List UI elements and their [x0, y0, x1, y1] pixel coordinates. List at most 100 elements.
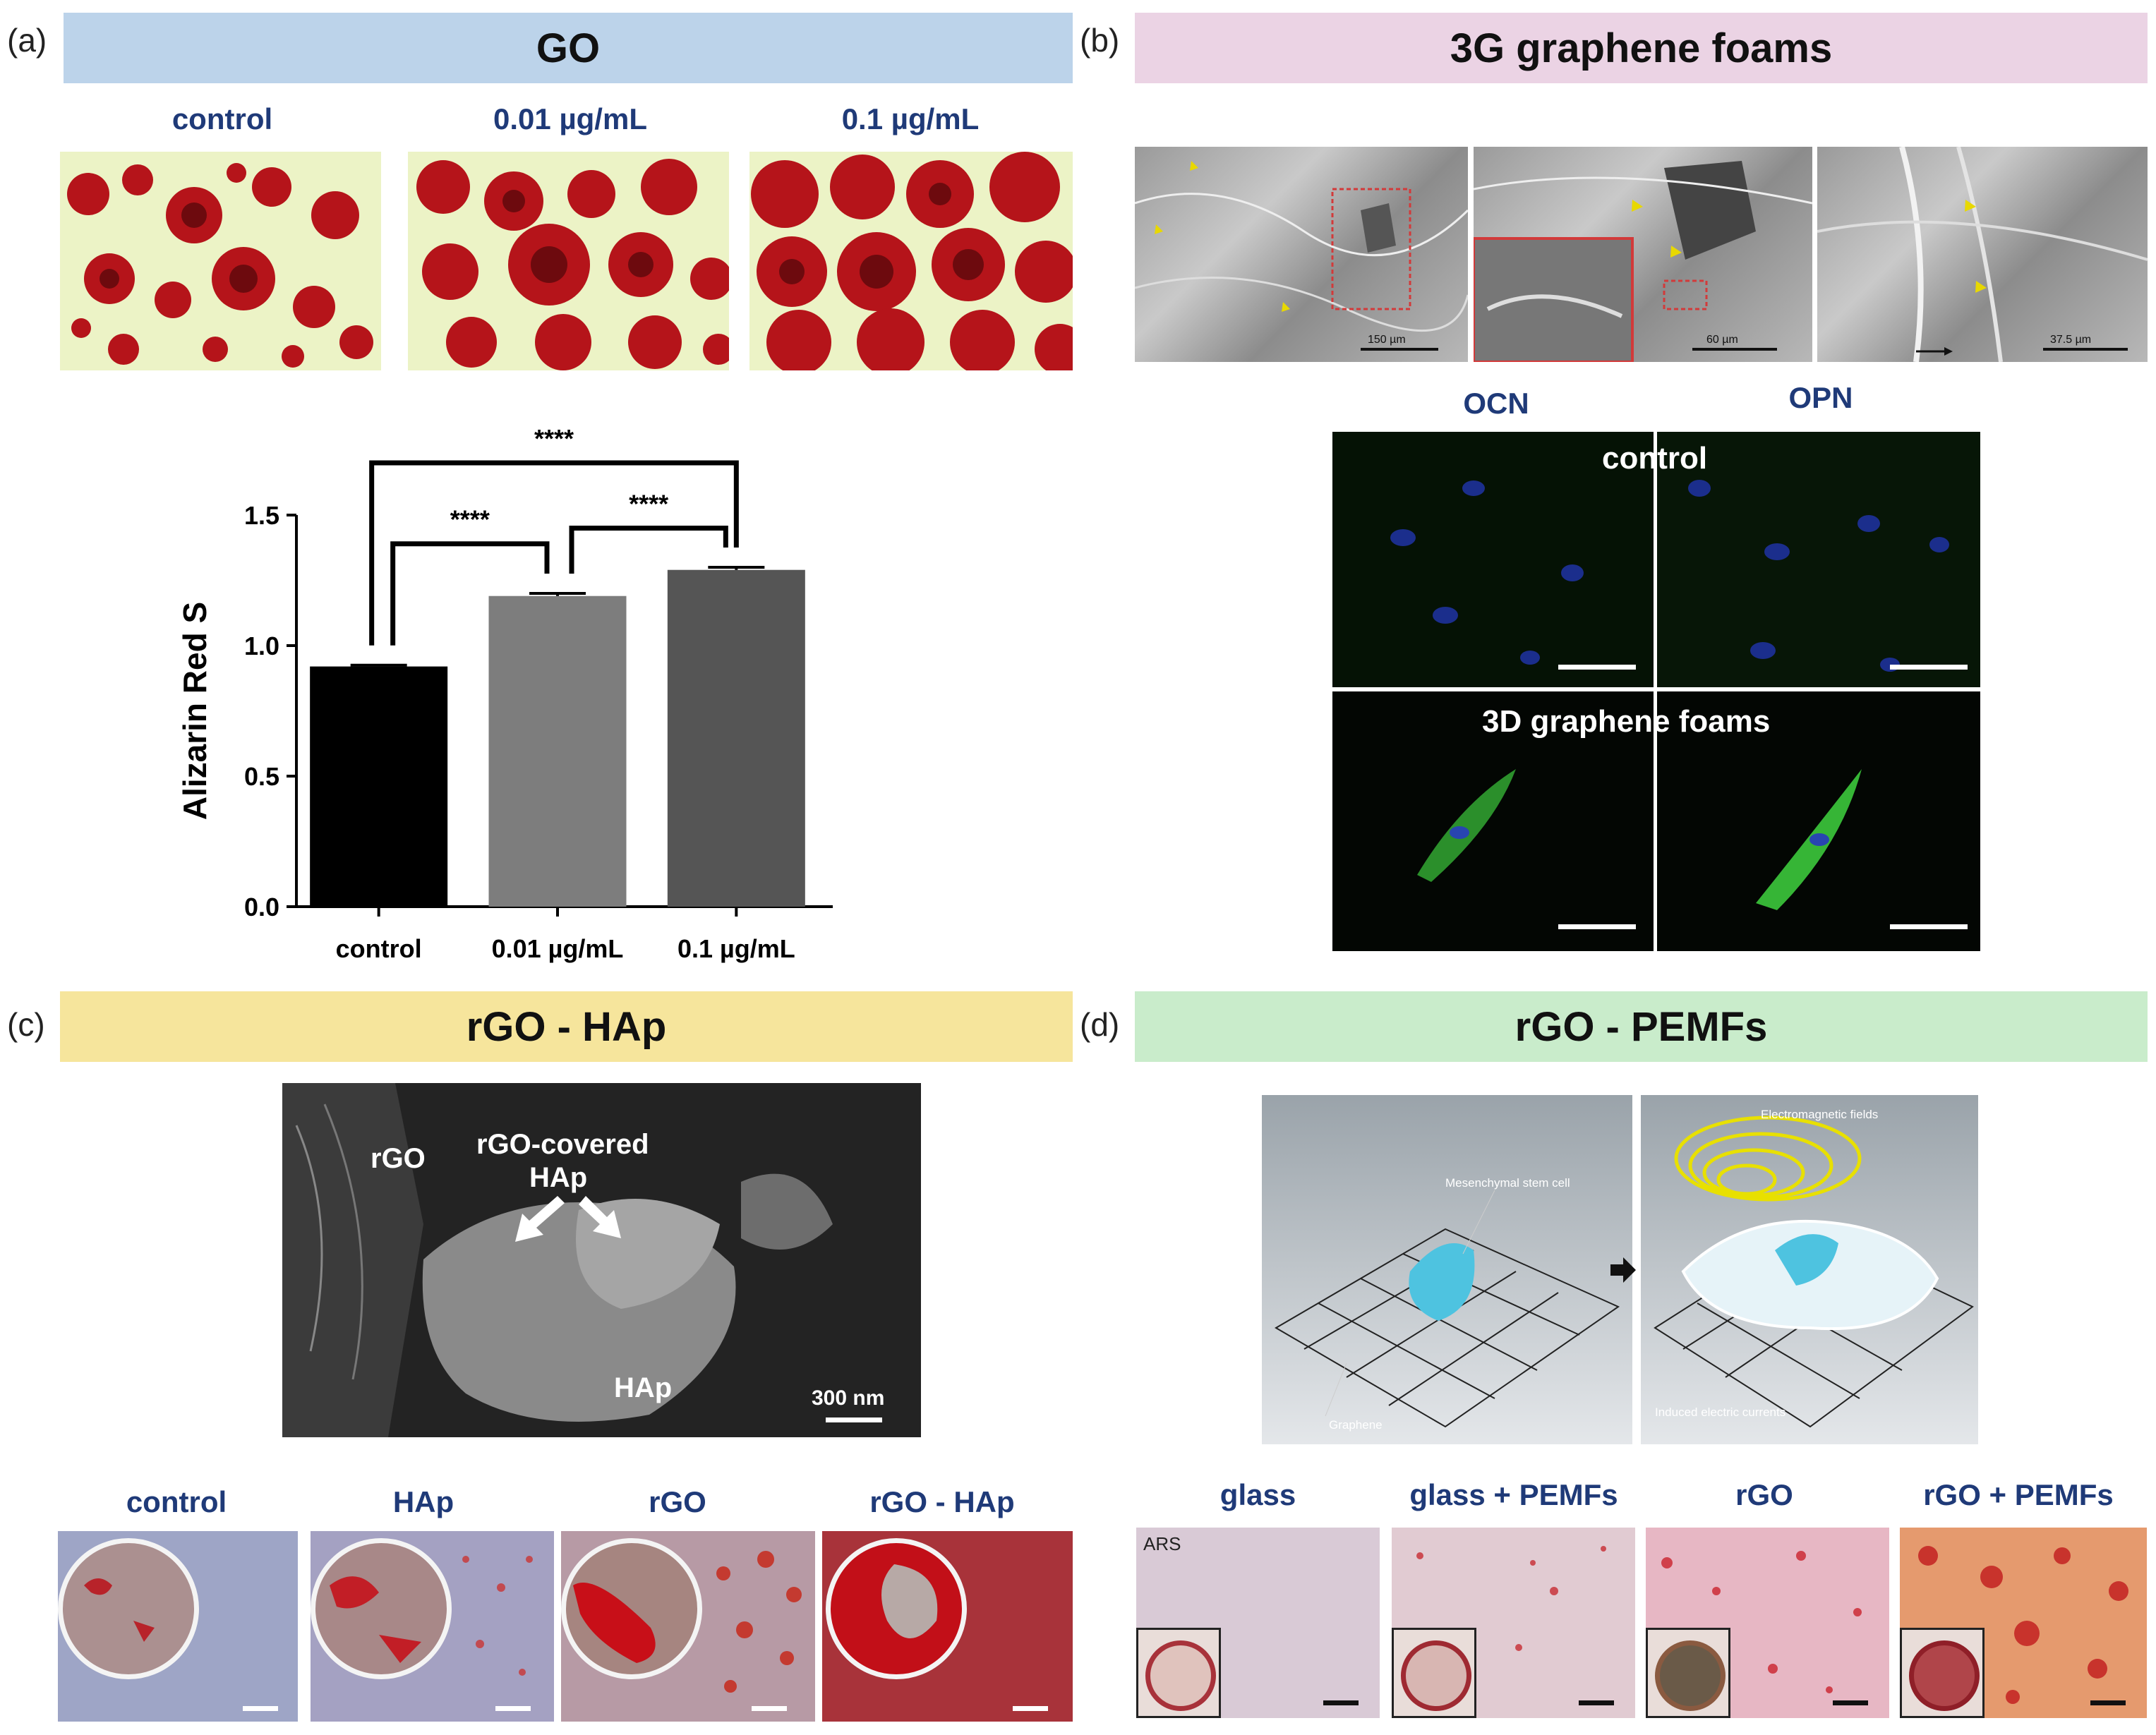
panel-d-title: rGO - PEMFs — [1514, 1003, 1768, 1050]
diagram-graphene-cell: Mesenchymal stem cell Graphene — [1262, 1095, 1632, 1444]
y-axis-label: Alizarin Red S — [176, 602, 213, 820]
graphene-lattice-left — [1275, 1190, 1620, 1428]
d-label-rgo-pemfs: rGO + PEMFs — [1923, 1478, 2114, 1511]
d-dots-rgo — [1661, 1551, 1862, 1693]
scalebar-fluo-3 — [1558, 924, 1636, 929]
panel-a-title: GO — [536, 25, 601, 71]
row-label-control: control — [1602, 441, 1708, 476]
scale-label-b1: 150 µm — [1368, 334, 1406, 346]
scalebar-fluo-1 — [1558, 665, 1636, 670]
scalebar-b3 — [2043, 348, 2128, 351]
ars-label: ARS — [1143, 1533, 1181, 1554]
d-inset-rgo-pemfs — [1900, 1628, 1985, 1718]
scalebar-fluo-2 — [1890, 665, 1968, 670]
c-micrograph-hap — [311, 1531, 554, 1722]
sem-rgo-hap: rGO rGO-covered HAp HAp 300 nm — [282, 1083, 921, 1437]
sem-texture-b2 — [1474, 161, 1812, 362]
d-micrograph-rgo — [1646, 1528, 1889, 1718]
d-micrograph-glass-pemfs — [1392, 1528, 1635, 1718]
label-stem-cell: Mesenchymal stem cell — [1445, 1176, 1570, 1190]
d-dots-rgo-pemfs — [1918, 1546, 2128, 1704]
ars-micrograph-01 — [749, 152, 1073, 370]
label-currents: Induced electric currents — [1655, 1405, 1786, 1419]
sem-image-b3: 37.5 µm — [1817, 147, 2148, 362]
panel-letter-b: (b) — [1080, 22, 1120, 59]
y-tick-label: 1.5 — [244, 501, 279, 530]
c-micrograph-rgo — [561, 1531, 815, 1722]
c-label-rgo: rGO — [649, 1485, 706, 1518]
c-scalebar-1 — [243, 1706, 278, 1711]
scale-label-b2: 60 µm — [1706, 334, 1738, 346]
fluo-control-ocn — [1332, 432, 1654, 687]
scalebar-b1 — [1361, 348, 1438, 351]
bar-0 — [310, 666, 448, 907]
significance-label-1: **** — [629, 490, 668, 519]
stain-label-opn: OPN — [1788, 381, 1853, 414]
y-tick-label: 0.0 — [244, 893, 279, 921]
alizarin-bar-chart: 0.0 0.5 1.0 1.5 Alizarin Red S control 0.01 µg… — [176, 424, 833, 963]
sem-image-b2: 60 µm — [1474, 147, 1812, 362]
scalebar-b2 — [1692, 348, 1777, 351]
significance-bracket-2 — [369, 460, 739, 646]
panel-a-label-control: control — [171, 102, 273, 135]
nuclei-control-ocn — [1390, 480, 1584, 665]
y-tick-label: 1.0 — [244, 631, 279, 660]
d-inset-rgo — [1646, 1628, 1730, 1718]
c-dish-rgo-hap — [826, 1538, 967, 1679]
row-label-foams: 3D graphene foams — [1482, 704, 1771, 739]
ars-stain-control — [67, 163, 373, 368]
d-label-glass-pemfs: glass + PEMFs — [1409, 1478, 1618, 1511]
fluo-control-opn — [1657, 432, 1980, 687]
d-dish-rgo — [1655, 1640, 1726, 1711]
bar-1 — [488, 596, 627, 907]
c-micrograph-control — [58, 1531, 298, 1722]
diagram-pemf: Electromagnetic fields Induced electric … — [1641, 1095, 1978, 1444]
panel-letter-d: (d) — [1080, 1006, 1120, 1043]
c-dots-hap — [462, 1556, 533, 1676]
c-scalebar-3 — [752, 1706, 787, 1711]
panel-c-title: rGO - HAp — [466, 1003, 667, 1050]
graphene-lattice-right — [1654, 1116, 1974, 1428]
c-label-rgo-hap: rGO - HAp — [869, 1485, 1015, 1518]
x-tick-label: control — [336, 934, 422, 963]
c-label-hap: HAp — [392, 1485, 454, 1518]
sem-label-covered: rGO-covered — [476, 1129, 649, 1160]
label-em-fields: Electromagnetic fields — [1761, 1108, 1879, 1121]
d-scalebar-2 — [1579, 1700, 1614, 1705]
sem-texture-b3 — [1817, 147, 2148, 362]
significance-label-2: **** — [534, 424, 574, 453]
significance-bracket-0 — [390, 541, 550, 646]
sem-scale-label: 300 nm — [812, 1386, 885, 1410]
d-dish-rgo-pemfs — [1909, 1640, 1980, 1711]
d-dish-glass — [1145, 1640, 1216, 1711]
c-dish-control — [58, 1538, 199, 1679]
sem-image-b1: 150 µm — [1135, 147, 1468, 362]
scale-label-b3: 37.5 µm — [2050, 334, 2092, 346]
fluo-foam-opn — [1657, 691, 1980, 951]
significance-bracket-1 — [569, 526, 728, 574]
panel-a-label-01: 0.1 µg/mL — [841, 102, 980, 135]
ars-stain-01 — [751, 152, 1073, 370]
d-inset-glass-pemfs — [1392, 1628, 1476, 1718]
c-scalebar-2 — [495, 1706, 531, 1711]
sem-rgo-hap-texture — [282, 1083, 833, 1437]
panel-d-banner: rGO - PEMFs — [1135, 991, 2148, 1062]
label-graphene: Graphene — [1329, 1418, 1383, 1432]
panel-b-banner: 3G graphene foams — [1135, 13, 2148, 83]
c-scalebar-4 — [1013, 1706, 1048, 1711]
sem-label-rgo: rGO — [371, 1143, 426, 1174]
d-scalebar-4 — [2090, 1700, 2126, 1705]
sem-label-covered-hap: HAp — [529, 1162, 588, 1193]
sem-arrows — [515, 1196, 621, 1242]
c-label-control: control — [126, 1485, 227, 1518]
c-dish-hap — [311, 1538, 452, 1679]
scalebar-fluo-4 — [1890, 924, 1968, 929]
d-label-rgo: rGO — [1735, 1478, 1793, 1511]
d-scalebar-1 — [1323, 1700, 1359, 1705]
panel-letter-c: (c) — [7, 1006, 45, 1043]
c-dish-rgo — [561, 1538, 702, 1679]
ars-micrograph-control — [60, 152, 381, 370]
sem-scalebar — [826, 1417, 882, 1422]
c-dish-stain-rgo — [573, 1583, 656, 1663]
d-scalebar-3 — [1833, 1700, 1868, 1705]
